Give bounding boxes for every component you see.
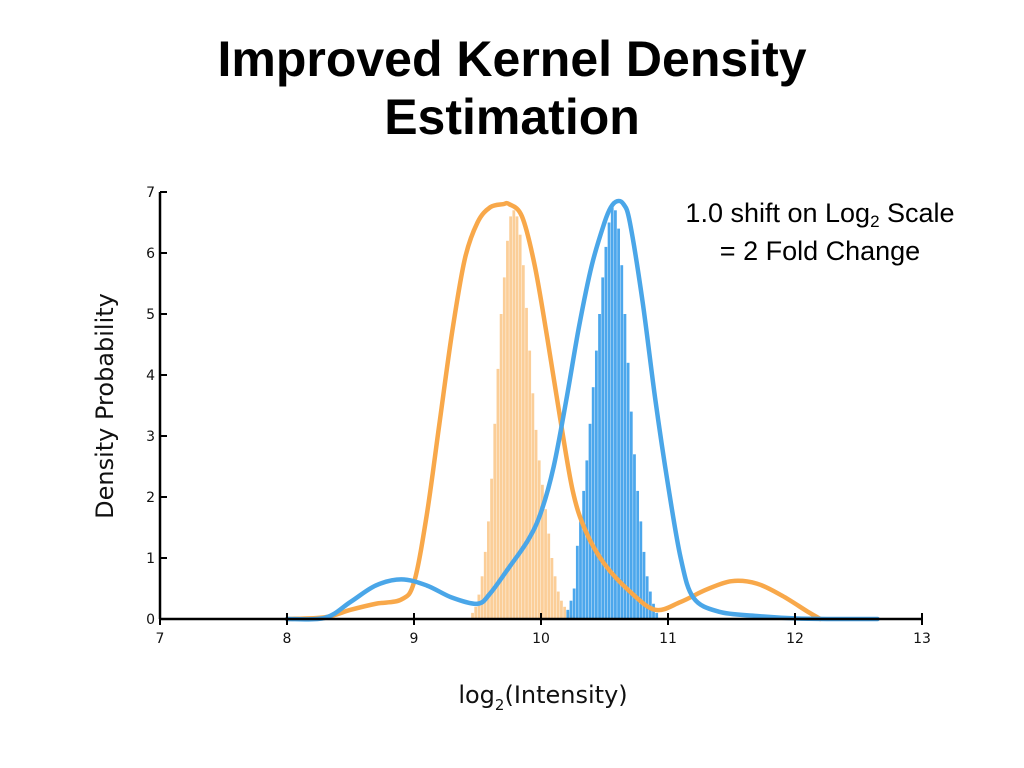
histogram-bar: [569, 600, 573, 619]
x-axis-title: log2(Intensity): [458, 681, 627, 714]
histogram-layer: [471, 207, 659, 620]
x-tick-label: 11: [659, 631, 677, 647]
y-tick-label: 6: [146, 246, 155, 262]
annotation-line-1: 1.0 shift on Log2 Scale: [640, 194, 1000, 232]
x-tick-label: 9: [410, 631, 419, 647]
histogram-bar: [550, 558, 554, 619]
x-axis-title-main: log: [458, 681, 495, 709]
histogram-bar: [525, 307, 528, 619]
histogram-bar: [515, 216, 519, 619]
histogram-bar: [506, 240, 509, 620]
kde-curve-layer: [284, 198, 880, 622]
histogram-bar: [474, 606, 478, 619]
histogram-bar: [487, 521, 490, 619]
histogram-bar: [512, 210, 516, 620]
kde-curve-blue: [284, 198, 880, 622]
histogram-bar: [560, 600, 563, 619]
slide-title-line-1: Improved Kernel Density: [217, 31, 807, 87]
histogram-bar: [547, 533, 551, 619]
histogram-bar: [610, 207, 614, 619]
annotation-line-1-rest: Scale: [879, 198, 955, 228]
histogram-bar: [499, 314, 503, 619]
histogram-bar: [509, 216, 513, 619]
histogram-bar: [483, 551, 487, 619]
histogram-bar: [629, 411, 633, 619]
histogram-bar: [471, 612, 474, 619]
histogram-bar: [588, 423, 592, 619]
histogram-bar: [655, 612, 659, 619]
histogram-bar: [604, 246, 608, 619]
histogram-bar: [502, 277, 506, 619]
y-tick-label: 7: [146, 185, 155, 201]
histogram-bar: [633, 454, 636, 619]
histogram-bar: [607, 222, 611, 619]
histogram-bar: [490, 478, 493, 619]
y-tick-label: 2: [146, 490, 155, 506]
slide-title-line-2: Estimation: [384, 89, 640, 145]
y-tick-label: 5: [146, 307, 155, 323]
histogram-bar: [648, 591, 652, 619]
x-tick-label: 12: [786, 631, 804, 647]
histogram-bar: [623, 314, 627, 619]
histogram-bar: [575, 545, 579, 619]
histogram-bar: [477, 594, 481, 619]
x-tick-label: 10: [532, 631, 550, 647]
histogram-bar: [537, 460, 541, 619]
histogram-bar: [598, 314, 601, 619]
histogram-bar: [518, 234, 522, 619]
histogram-bar: [556, 591, 560, 619]
histogram-bar: [579, 521, 582, 619]
histogram-bar: [636, 490, 640, 619]
histogram-bar: [553, 576, 557, 619]
histogram-bar: [614, 210, 617, 620]
histogram-bar: [591, 387, 595, 619]
histogram-bar: [541, 484, 544, 619]
y-axis-title: Density Probability: [91, 293, 119, 519]
fold-change-annotation: 1.0 shift on Log2 Scale = 2 Fold Change: [640, 194, 1000, 270]
histogram-bar: [563, 606, 566, 619]
histogram-bar: [601, 277, 605, 619]
histogram-bar: [594, 350, 598, 619]
annotation-subscript: 2: [870, 212, 880, 231]
histogram-bar: [572, 588, 576, 619]
x-tick-label: 8: [283, 631, 292, 647]
x-axis-title-rest: (Intensity): [504, 681, 627, 709]
x-axis-title-subscript: 2: [495, 696, 505, 714]
histogram-bar: [645, 576, 649, 619]
slide-title: Improved Kernel Density Estimation: [0, 30, 1024, 146]
y-tick-label: 3: [146, 429, 155, 445]
histogram-bar: [528, 350, 532, 619]
x-tick-label: 13: [913, 631, 931, 647]
histogram-bar: [642, 551, 646, 619]
annotation-line-1-main: 1.0 shift on Log: [685, 198, 871, 228]
histogram-bar: [582, 490, 586, 619]
annotation-line-2: = 2 Fold Change: [719, 236, 921, 266]
y-tick-label: 1: [146, 551, 155, 567]
histogram-bar: [639, 521, 643, 619]
histogram-bar: [521, 265, 525, 619]
histogram-bar: [480, 576, 484, 619]
histogram-bar: [585, 460, 589, 619]
y-tick-label: 4: [146, 368, 155, 384]
y-tick-label: 0: [146, 612, 155, 628]
x-tick-label: 7: [156, 631, 165, 647]
histogram-bar: [496, 368, 500, 619]
histogram-bar: [544, 509, 547, 619]
histogram-bar: [493, 423, 497, 619]
histogram-bar: [531, 393, 535, 619]
histogram-bar: [566, 609, 570, 619]
histogram-bar: [620, 265, 624, 619]
histogram-bar: [617, 228, 620, 619]
histogram-bar: [626, 362, 630, 619]
